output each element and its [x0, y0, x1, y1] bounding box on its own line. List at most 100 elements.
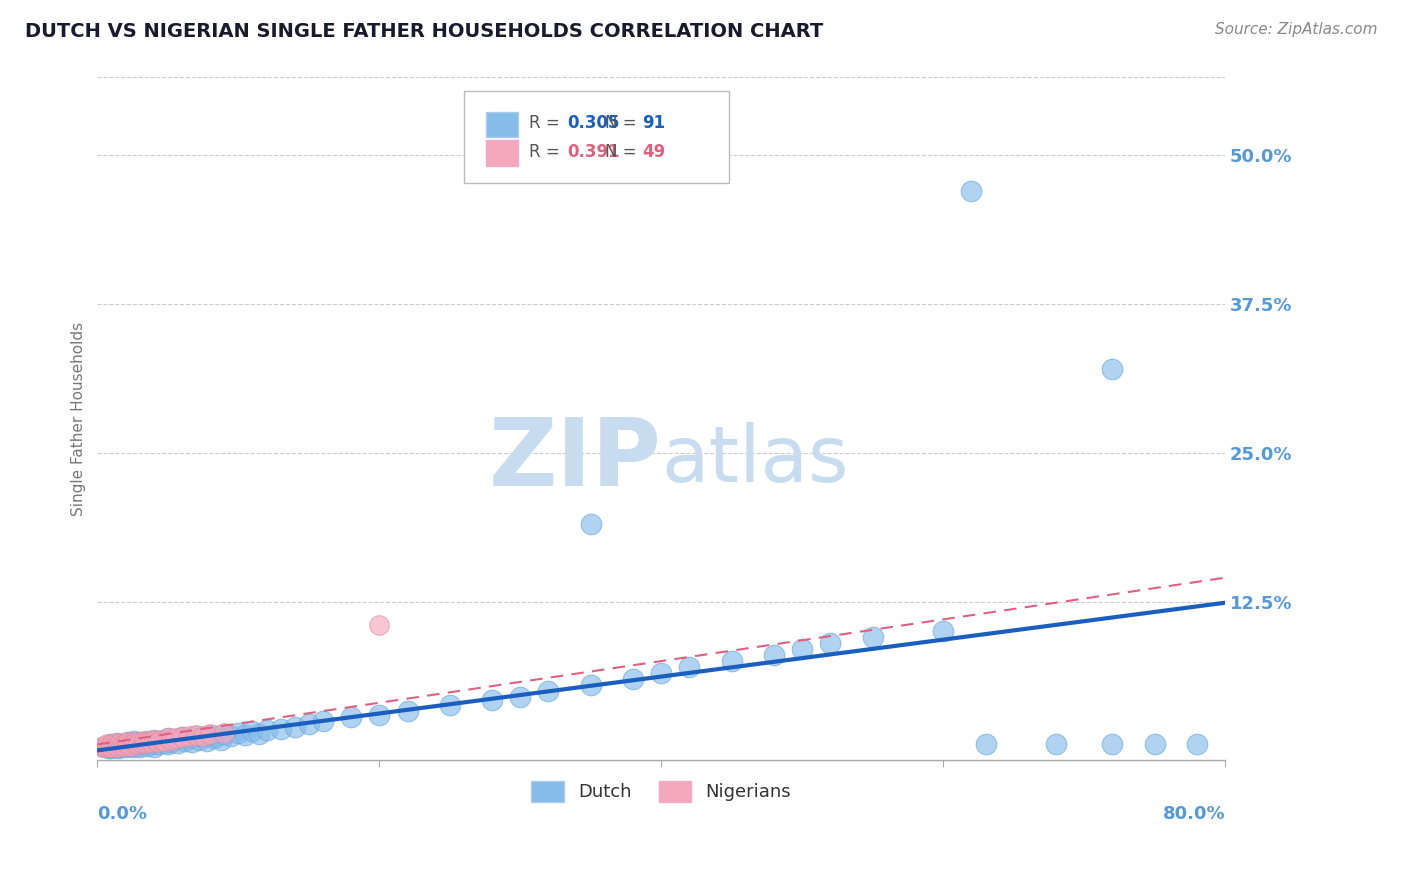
Point: [112, 739, 135, 753]
Point: [132, 734, 155, 748]
Point: [152, 734, 174, 748]
Point: [159, 732, 181, 747]
Point: [115, 738, 138, 752]
Point: [110, 739, 132, 754]
Point: [650, 665, 672, 680]
Point: [149, 732, 172, 747]
Point: [152, 736, 174, 750]
Point: [720, 654, 742, 668]
Point: [100, 741, 122, 756]
Point: [177, 729, 200, 743]
Point: [139, 738, 162, 752]
Point: [205, 729, 228, 743]
Point: [191, 731, 214, 745]
Point: [439, 698, 461, 713]
Point: [792, 642, 814, 657]
Point: [184, 728, 207, 742]
Point: [103, 739, 125, 753]
Point: [149, 734, 172, 748]
Point: [114, 736, 136, 750]
Point: [340, 710, 363, 724]
Point: [170, 731, 193, 745]
Point: [195, 734, 218, 748]
Point: [98, 739, 121, 753]
Point: [134, 736, 156, 750]
Point: [108, 738, 131, 752]
Point: [118, 738, 141, 752]
FancyBboxPatch shape: [486, 112, 517, 137]
Point: [117, 735, 139, 749]
Point: [177, 731, 200, 746]
Text: DUTCH VS NIGERIAN SINGLE FATHER HOUSEHOLDS CORRELATION CHART: DUTCH VS NIGERIAN SINGLE FATHER HOUSEHOL…: [25, 22, 824, 41]
Point: [117, 735, 139, 749]
Point: [156, 731, 179, 746]
Point: [125, 738, 148, 752]
Point: [128, 735, 150, 749]
Point: [108, 736, 131, 750]
Point: [107, 741, 129, 756]
Point: [368, 707, 391, 722]
Point: [104, 739, 127, 754]
Point: [114, 736, 136, 750]
Point: [212, 725, 235, 739]
Point: [132, 738, 155, 752]
Point: [104, 736, 127, 750]
Point: [198, 728, 221, 742]
Point: [481, 693, 503, 707]
Point: [127, 736, 149, 750]
Point: [191, 729, 214, 743]
Point: [122, 734, 145, 748]
Point: [163, 732, 186, 747]
Point: [212, 727, 235, 741]
Point: [180, 735, 202, 749]
Point: [509, 690, 531, 704]
Point: [105, 736, 128, 750]
Point: [121, 736, 143, 750]
Point: [146, 738, 169, 752]
Text: 80.0%: 80.0%: [1163, 805, 1225, 823]
Point: [97, 741, 120, 756]
Point: [219, 729, 242, 743]
Point: [202, 731, 225, 746]
Point: [170, 731, 193, 745]
Text: atlas: atlas: [661, 422, 849, 498]
Point: [125, 739, 148, 753]
Point: [121, 736, 143, 750]
Point: [249, 727, 271, 741]
Point: [579, 678, 602, 692]
Point: [135, 735, 157, 749]
Point: [105, 739, 128, 753]
Y-axis label: Single Father Households: Single Father Households: [72, 322, 86, 516]
Point: [135, 734, 157, 748]
Point: [156, 731, 179, 746]
Point: [284, 720, 307, 734]
Point: [270, 722, 292, 736]
Point: [135, 739, 157, 753]
Point: [145, 735, 167, 749]
Point: [820, 636, 842, 650]
Text: R =: R =: [529, 114, 565, 132]
Text: N =: N =: [605, 143, 641, 161]
Text: R =: R =: [529, 143, 565, 161]
Point: [173, 734, 195, 748]
Point: [209, 732, 232, 747]
Point: [159, 735, 181, 749]
Point: [1143, 738, 1166, 752]
Point: [96, 738, 118, 752]
Point: [122, 738, 145, 752]
Point: [235, 728, 257, 742]
Point: [163, 731, 186, 746]
Point: [114, 739, 136, 754]
Point: [120, 739, 142, 753]
Point: [145, 734, 167, 748]
Point: [763, 648, 786, 662]
Legend: Dutch, Nigerians: Dutch, Nigerians: [524, 773, 799, 809]
Point: [103, 739, 125, 753]
Point: [142, 732, 165, 747]
Point: [121, 739, 143, 754]
Point: [862, 630, 884, 644]
Point: [100, 739, 122, 754]
Point: [974, 738, 997, 752]
Point: [115, 738, 138, 752]
Point: [97, 739, 120, 754]
